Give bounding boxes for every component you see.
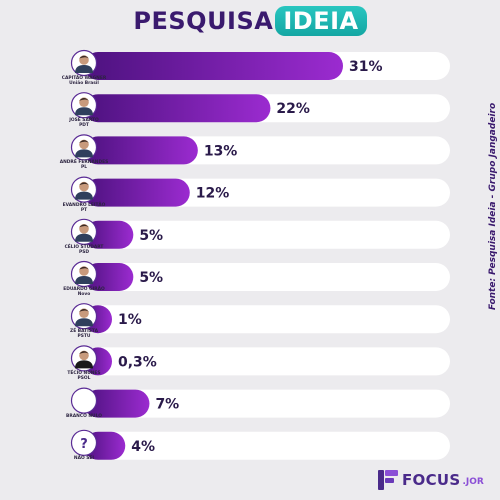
question-icon: ? [80, 437, 88, 452]
candidate-name: EDUARDO GIRÃO [63, 287, 105, 292]
candidate-avatar [70, 387, 98, 414]
value-label: 22% [276, 101, 310, 117]
category-label: ANDRÉ FERNANDES PL [54, 160, 114, 170]
brand-suffix: .JOR [462, 477, 484, 487]
value-label: 31% [349, 59, 383, 75]
focus-logo-icon [378, 470, 398, 490]
candidate-party: PSOL [77, 376, 91, 382]
category-label: EDUARDO GIRÃO Novo [54, 287, 114, 297]
candidate-name: CÉLIO STUDART [64, 244, 104, 250]
bar-track [84, 305, 450, 334]
candidate-name: CAPITÃO WAGNER [61, 76, 107, 81]
category-label: CÉLIO STUDART PSD [54, 245, 114, 255]
candidate-name: ANDRÉ FERNANDES [59, 160, 109, 166]
bar-track [84, 389, 450, 418]
category-label: TÉCIO NUNES PSOL [54, 371, 114, 381]
value-label: 5% [139, 270, 163, 286]
value-label: 13% [204, 143, 238, 159]
candidate-name: BRANCO NULO [66, 413, 102, 419]
bar-track [84, 220, 450, 249]
candidate-party: PDT [79, 123, 89, 129]
value-label: 1% [118, 312, 142, 328]
candidate-avatar: ? [70, 429, 98, 456]
category-label: BRANCO NULO [54, 414, 114, 419]
candidate-avatar [70, 303, 98, 330]
category-label: CAPITÃO WAGNER União Brasil [54, 76, 114, 86]
candidate-avatar [70, 218, 98, 245]
candidate-avatar [70, 92, 98, 119]
source-note: Fonte: Pesquisa Ideia - Grupo Jangadeiro [488, 102, 498, 310]
candidate-party: PL [80, 165, 88, 171]
bar [84, 136, 198, 165]
bar-track [84, 431, 450, 460]
category-label: NÃO SEI [54, 456, 114, 461]
bar-track [84, 347, 450, 376]
page-title: PESQUISA IDEIA [0, 6, 500, 36]
candidate-avatar [70, 134, 98, 161]
category-label: EVANDRO LEITÃO PT [54, 203, 114, 213]
candidate-party: Novo [77, 292, 91, 297]
candidate-name: NÃO SEI [73, 455, 95, 461]
value-label: 12% [196, 186, 230, 202]
value-label: 0,3% [118, 354, 157, 370]
candidate-party: PSD [78, 249, 90, 255]
value-label: 4% [131, 439, 155, 455]
candidate-avatar [70, 49, 98, 77]
title-part-2-badge: IDEIA [275, 6, 367, 36]
bar [84, 178, 190, 207]
candidate-avatar [70, 345, 98, 372]
value-label: 5% [139, 228, 163, 244]
value-label: 7% [155, 397, 179, 413]
category-label: JOSÉ SARTO PDT [54, 118, 114, 128]
candidate-name: TÉCIO NUNES [67, 371, 101, 377]
candidate-party: União Brasil [69, 81, 99, 86]
candidate-name: JOSÉ SARTO [69, 118, 99, 124]
candidate-party: PT [80, 207, 88, 213]
title-part-1: PESQUISA [133, 7, 274, 35]
candidate-avatar [70, 260, 98, 288]
brand-logo: FOCUS .JOR [378, 470, 484, 490]
category-label: ZÉ BATISTA PSTU [54, 329, 114, 339]
bar-track [84, 263, 450, 291]
candidate-party: PSTU [77, 334, 91, 340]
bar [84, 389, 150, 418]
bar [84, 52, 343, 80]
candidate-name: EVANDRO LEITÃO [62, 202, 106, 208]
candidate-name: ZÉ BATISTA [70, 329, 98, 335]
brand-name: FOCUS [402, 471, 461, 489]
candidate-avatar [70, 176, 98, 203]
bar [84, 94, 271, 123]
